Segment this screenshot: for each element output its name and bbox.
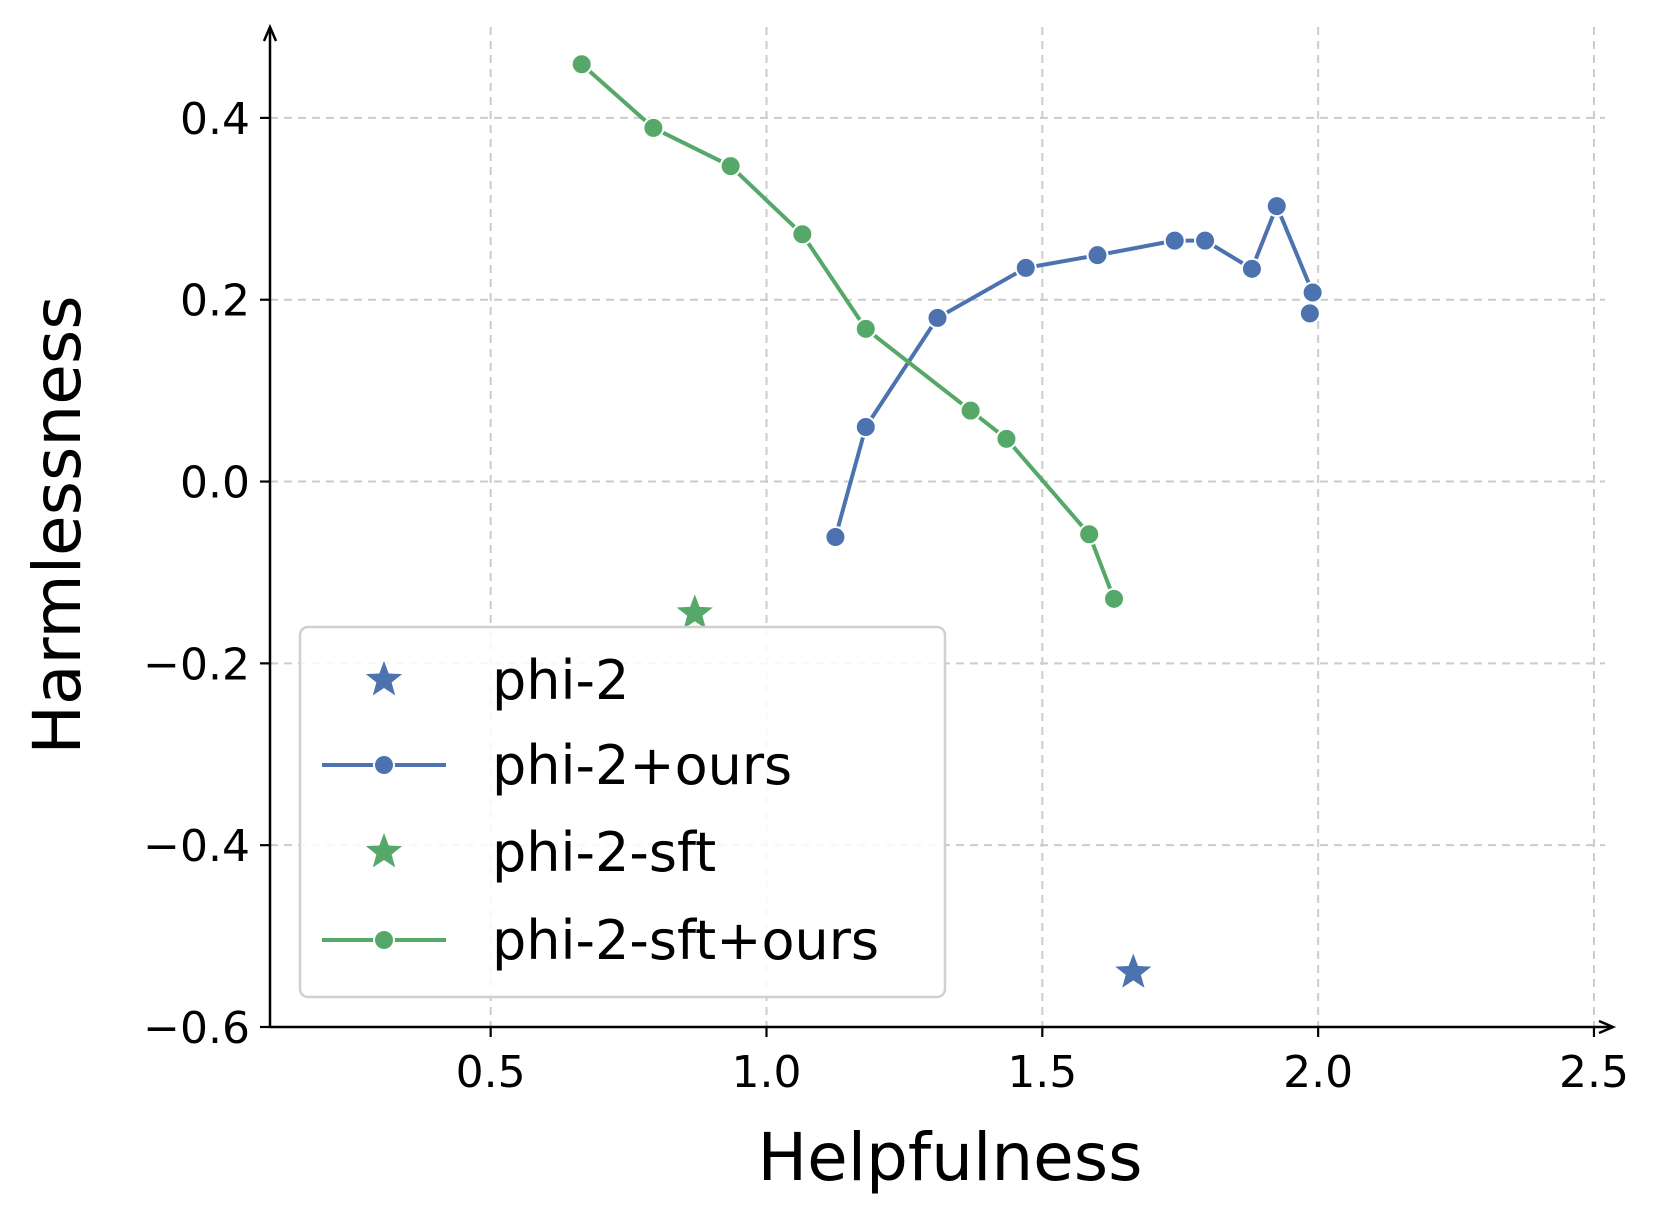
data-point-phi-2-plus-ours — [1298, 302, 1321, 325]
data-point-phi-2-sft-plus-ours — [719, 155, 742, 178]
y-tick-label: 0.2 — [180, 276, 250, 327]
data-point-phi-2-sft-plus-ours — [995, 427, 1018, 450]
x-tick-label: 1.0 — [731, 1047, 801, 1098]
data-point-phi-2-plus-ours — [1301, 281, 1324, 304]
data-point-phi-2-plus-ours — [854, 416, 877, 438]
x-tick-label: 2.0 — [1283, 1047, 1353, 1098]
legend-swatch-star — [365, 833, 403, 868]
y-tick-label: 0.0 — [180, 458, 250, 509]
legend-label: phi-2 — [492, 649, 629, 712]
data-point-phi-2-sft-plus-ours — [1078, 523, 1101, 546]
x-axis-arrow — [1598, 1019, 1617, 1035]
legend-swatch-star — [365, 661, 403, 696]
y-ticks: −0.6 −0.4 −0.2 0.0 0.2 0.4 — [143, 94, 270, 1054]
data-point-phi-2-plus-ours — [1265, 195, 1288, 218]
data-point-phi-2-plus-ours — [1240, 257, 1263, 280]
x-ticks: 0.5 1.0 1.5 2.0 2.5 — [456, 1027, 1629, 1098]
legend-label: phi-2-sft — [492, 821, 716, 884]
x-axis-label: Helpfulness — [757, 1119, 1142, 1196]
data-point-phi-2-plus-ours — [1163, 229, 1186, 252]
data-point-phi-2-plus-ours — [1086, 244, 1109, 267]
y-tick-label: 0.4 — [180, 94, 250, 145]
star-marker-phi-2-sft — [676, 594, 713, 629]
x-tick-label: 2.5 — [1559, 1047, 1629, 1098]
y-tick-label: −0.2 — [143, 639, 250, 690]
plot-area — [570, 53, 1324, 988]
legend-swatch-marker — [373, 754, 395, 776]
x-tick-label: 1.5 — [1007, 1047, 1077, 1098]
data-point-phi-2-sft-plus-ours — [642, 116, 665, 139]
y-axis-arrow — [262, 23, 278, 42]
data-point-phi-2-sft-plus-ours — [791, 223, 814, 246]
data-point-phi-2-sft-plus-ours — [570, 53, 593, 76]
series-line-phi-2-sft-plus-ours — [580, 62, 1116, 600]
axes — [262, 23, 1617, 1035]
data-point-phi-2-sft-plus-ours — [854, 317, 877, 340]
star-marker-phi-2 — [1115, 953, 1152, 988]
data-point-phi-2-plus-ours — [1014, 256, 1037, 279]
y-tick-label: −0.4 — [143, 821, 250, 872]
x-tick-label: 0.5 — [456, 1047, 526, 1098]
data-point-phi-2-sft-plus-ours — [1103, 587, 1126, 610]
legend-swatch-marker — [373, 929, 395, 951]
data-point-phi-2-plus-ours — [926, 306, 949, 329]
legend-label: phi-2-sft+ours — [492, 909, 879, 972]
y-tick-label: −0.6 — [143, 1003, 250, 1054]
data-point-phi-2-plus-ours — [824, 526, 847, 548]
data-point-phi-2-sft-plus-ours — [959, 399, 982, 422]
y-axis-label: Harmlessness — [19, 295, 96, 754]
data-point-phi-2-plus-ours — [1194, 229, 1217, 252]
legend: phi-2 phi-2+ours phi-2-sft phi-2-sft+ours — [298, 625, 947, 999]
legend-label: phi-2+ours — [492, 734, 792, 797]
series-line-phi-2-plus-ours — [833, 204, 1315, 538]
legend-box — [298, 625, 947, 999]
